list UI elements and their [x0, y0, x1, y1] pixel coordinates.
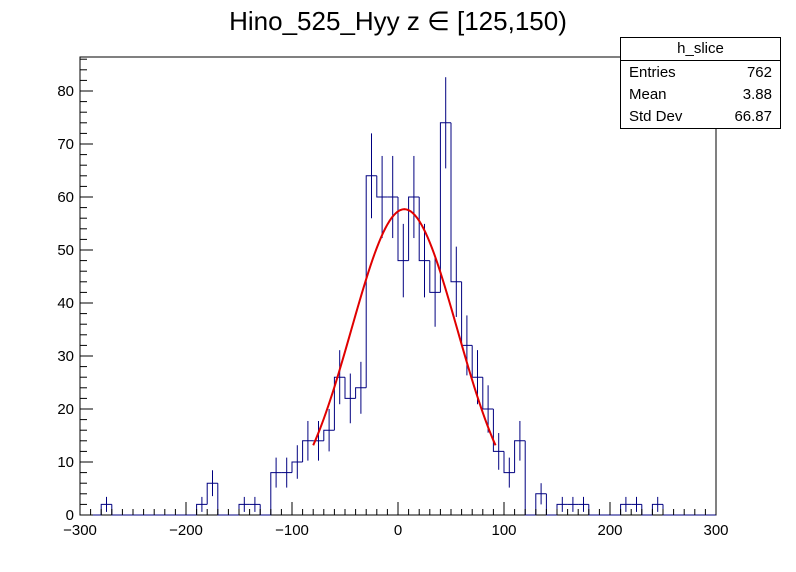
x-tick-label: −200	[169, 522, 203, 539]
x-tick-label: 0	[394, 522, 402, 539]
stats-label: Std Dev	[629, 108, 683, 125]
y-axis: 0 10 20 30 40 50 60 70 80	[57, 58, 93, 524]
histogram-bin	[439, 122, 451, 293]
histogram-bin	[270, 472, 282, 515]
stats-value: 762	[746, 64, 772, 81]
x-tick-label: 100	[491, 522, 516, 539]
histogram-bin	[355, 387, 367, 399]
histogram-bin	[662, 504, 674, 516]
histogram-bin	[418, 197, 430, 262]
stats-row-mean: Mean 3.88	[621, 83, 780, 105]
histogram-bin	[641, 504, 653, 516]
histogram-bins	[80, 122, 716, 516]
stats-value: 66.87	[734, 108, 772, 125]
stats-row-stddev: Std Dev 66.87	[621, 105, 780, 127]
stats-name: h_slice	[621, 38, 780, 61]
histogram-bin	[588, 504, 600, 516]
y-tick-label: 60	[57, 189, 74, 206]
error-bars	[106, 77, 659, 512]
histogram-bin	[397, 197, 409, 262]
x-tick-label: 200	[597, 522, 622, 539]
histogram-bin	[259, 504, 271, 516]
histogram-bin	[376, 175, 388, 198]
histogram-bin	[365, 175, 377, 388]
y-tick-label: 70	[57, 136, 74, 153]
y-tick-label: 40	[57, 295, 74, 312]
histogram-bin	[545, 493, 557, 516]
histogram-bin	[408, 196, 420, 261]
x-axis: −300 −200 −100 0 100 200 300	[63, 502, 729, 539]
histogram-bin	[323, 429, 335, 441]
y-tick-label: 50	[57, 242, 74, 259]
histogram-bin	[450, 122, 462, 283]
stats-box: h_slice Entries 762 Mean 3.88 Std Dev 66…	[620, 37, 781, 129]
histogram-bin	[111, 504, 123, 516]
x-tick-label: −100	[275, 522, 309, 539]
histogram-bin	[482, 377, 494, 410]
histogram-bin	[524, 440, 536, 516]
x-tick-label: −300	[63, 522, 97, 539]
stats-row-entries: Entries 762	[621, 61, 780, 83]
stats-value: 3.88	[742, 86, 772, 103]
histogram-bin	[217, 483, 229, 516]
histogram-bin	[206, 482, 218, 505]
histogram-bin	[492, 409, 504, 452]
histogram-bin	[503, 451, 515, 474]
y-tick-label: 80	[57, 83, 74, 100]
gaussian-fit	[312, 208, 497, 446]
y-tick-label: 30	[57, 348, 74, 365]
stats-label: Entries	[629, 64, 676, 81]
y-tick-label: 10	[57, 454, 74, 471]
y-tick-label: 20	[57, 401, 74, 418]
histogram-bin	[429, 260, 441, 293]
histogram-bin	[514, 440, 526, 473]
histogram-bin	[535, 493, 547, 515]
y-tick-label: 0	[66, 507, 74, 524]
x-tick-label: 300	[703, 522, 728, 539]
stats-label: Mean	[629, 86, 667, 103]
histogram-bin	[302, 440, 314, 462]
chart-title: Hino_525_Hyy z ∈ [125,150)	[229, 6, 567, 36]
histogram-bin	[333, 376, 345, 431]
fit-curve	[312, 208, 497, 446]
histogram-bin	[344, 377, 356, 399]
histogram-bin	[291, 461, 303, 473]
